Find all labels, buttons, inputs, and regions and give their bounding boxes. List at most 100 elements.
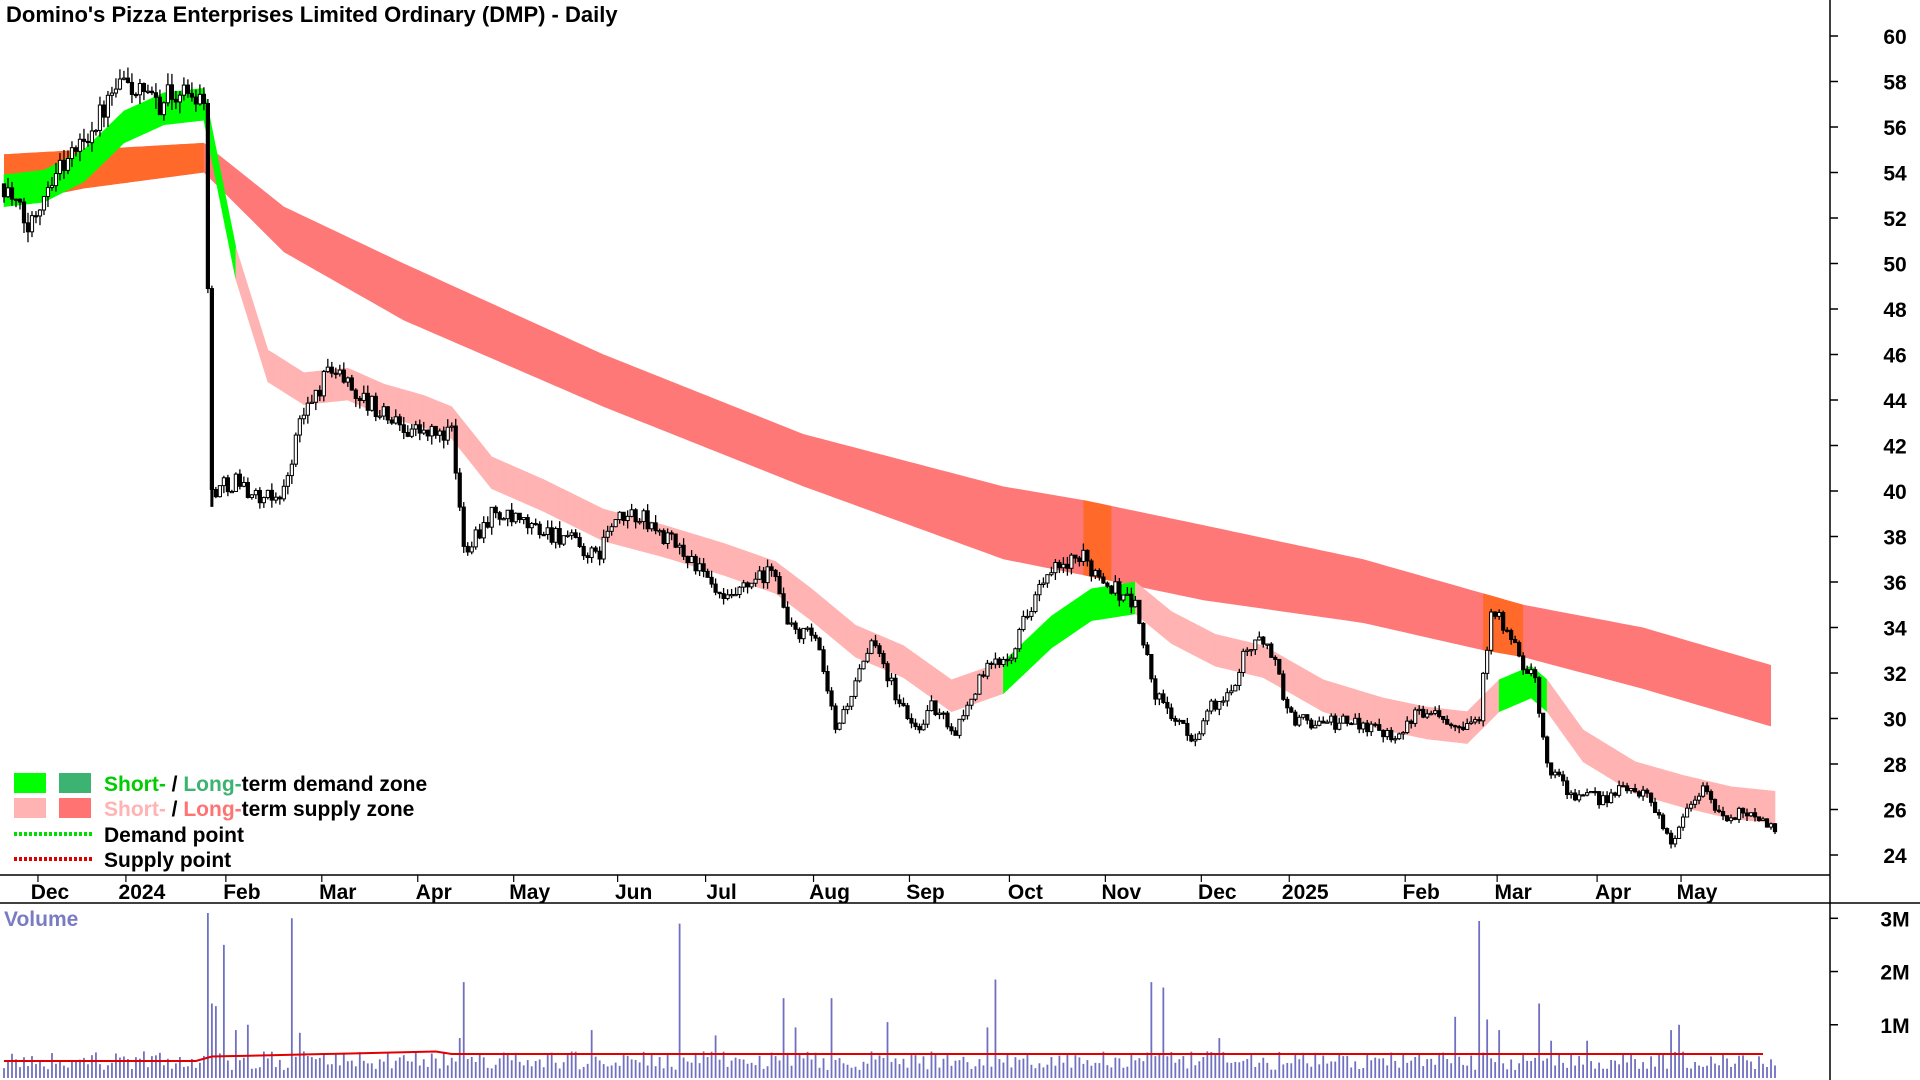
- candle-body: [1365, 722, 1370, 733]
- candle-body: [813, 634, 818, 639]
- short-term-supply-zone: [1246, 641, 1252, 676]
- short-term-supply-zone: [831, 604, 836, 642]
- x-tick-label: Dec: [1198, 881, 1237, 904]
- short-term-supply-zone: [1670, 771, 1676, 806]
- candle-body: [1553, 771, 1558, 776]
- candle-body: [189, 92, 194, 98]
- candle-body: [1561, 774, 1566, 782]
- candle-body: [1001, 659, 1006, 666]
- candle-body: [597, 550, 602, 560]
- candle-body: [445, 426, 450, 441]
- candle-body: [385, 406, 390, 421]
- candle-body: [665, 532, 670, 544]
- candle-body: [245, 482, 250, 498]
- candle-body: [1477, 719, 1482, 722]
- x-tick-label: Apr: [416, 881, 452, 904]
- candle-body: [257, 489, 262, 504]
- short-term-demand-zone: [1514, 670, 1520, 706]
- candle-body: [1608, 792, 1614, 804]
- candle-body: [469, 546, 474, 553]
- short-term-supply-zone: [1398, 700, 1404, 735]
- candlestick-group: [1, 67, 1778, 849]
- short-term-supply-zone: [547, 481, 552, 516]
- candle-body: [1081, 549, 1086, 562]
- candle-body: [973, 693, 978, 700]
- candle-body: [1409, 720, 1414, 724]
- short-term-supply-zone: [591, 502, 596, 538]
- short-term-supply-zone: [243, 273, 249, 318]
- candle-body: [1301, 714, 1306, 718]
- candle-body: [317, 389, 322, 397]
- y-tick-label: 34: [1883, 618, 1907, 641]
- short-term-supply-zone: [1187, 619, 1192, 655]
- short-term-supply-zone: [735, 547, 740, 582]
- candle-body: [1197, 733, 1202, 740]
- candle-body: [457, 472, 462, 508]
- legend-swatch-short: [14, 798, 46, 818]
- candle-body: [1113, 581, 1118, 594]
- candle-body: [1716, 809, 1722, 813]
- x-tick-label: Aug: [809, 881, 850, 904]
- short-term-demand-zone: [95, 133, 101, 171]
- short-term-supply-zone: [915, 653, 920, 690]
- short-term-supply-zone: [251, 298, 257, 344]
- x-tick-label: Dec: [31, 881, 70, 904]
- short-term-supply-zone: [579, 496, 584, 532]
- candle-body: [833, 705, 838, 730]
- candle-body: [1616, 785, 1622, 796]
- short-term-supply-zone: [1494, 679, 1500, 717]
- candle-body: [501, 518, 506, 521]
- candle-body: [1437, 710, 1442, 717]
- short-term-supply-zone: [575, 494, 580, 530]
- short-term-supply-zone: [1227, 636, 1232, 671]
- short-term-supply-zone: [955, 676, 960, 711]
- candle-body: [1589, 791, 1594, 794]
- candle-body: [105, 94, 111, 118]
- short-term-supply-zone: [855, 624, 860, 660]
- short-term-supply-zone: [295, 367, 301, 403]
- short-term-demand-zone: [1067, 601, 1072, 638]
- short-term-supply-zone: [1191, 621, 1196, 657]
- candle-body: [1660, 814, 1666, 830]
- candle-body: [1768, 823, 1774, 828]
- short-term-supply-zone: [939, 670, 944, 707]
- short-term-supply-zone: [847, 617, 852, 655]
- short-term-demand-zone: [1498, 677, 1504, 713]
- short-term-supply-zone: [1195, 623, 1200, 659]
- candle-body: [1021, 615, 1026, 631]
- candle-body: [197, 93, 202, 105]
- short-term-supply-zone: [495, 458, 501, 493]
- candle-body: [261, 497, 266, 504]
- candle-body: [805, 627, 810, 630]
- short-term-supply-zone: [411, 391, 417, 426]
- short-term-supply-zone: [1730, 786, 1736, 820]
- short-term-supply-zone: [1726, 785, 1732, 819]
- short-term-supply-zone: [1662, 769, 1668, 804]
- candle-body: [1241, 650, 1246, 673]
- candle-body: [1121, 594, 1126, 601]
- y-tick-label: 58: [1883, 72, 1907, 95]
- candle-body: [493, 506, 498, 514]
- candle-body: [1261, 636, 1266, 645]
- short-term-supply-zone: [1602, 741, 1608, 777]
- short-term-supply-zone: [919, 656, 924, 693]
- y-tick-label: 40: [1883, 481, 1906, 504]
- short-term-supply-zone: [1203, 627, 1208, 663]
- short-term-supply-zone: [1610, 746, 1616, 782]
- candle-body: [837, 722, 842, 730]
- candle-body: [1229, 690, 1234, 694]
- candle-body: [1684, 807, 1690, 818]
- short-term-demand-zone: [147, 97, 153, 133]
- candle-body: [1173, 718, 1178, 722]
- candle-body: [705, 570, 710, 578]
- short-term-supply-zone: [951, 678, 956, 713]
- short-term-demand-zone: [1035, 626, 1040, 664]
- candle-body: [1469, 721, 1474, 725]
- candle-body: [13, 198, 19, 201]
- candle-body: [1537, 677, 1542, 714]
- short-term-demand-zone: [1075, 596, 1080, 633]
- candle-body: [565, 534, 570, 538]
- y-tick-label: 28: [1883, 754, 1907, 777]
- candle-body: [1369, 723, 1374, 733]
- short-term-demand-zone: [127, 106, 133, 142]
